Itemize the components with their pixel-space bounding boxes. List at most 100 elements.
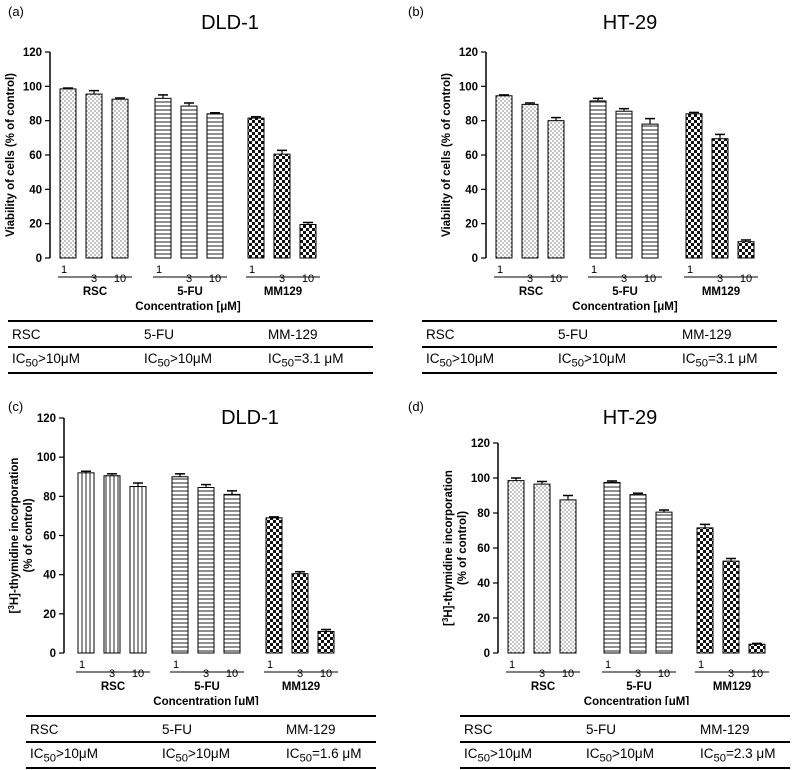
table-cell: IC50>10μM <box>582 742 696 769</box>
table-header-cell: MM-129 <box>696 715 790 743</box>
bar <box>737 241 755 259</box>
y-tick-label: 80 <box>477 508 490 520</box>
y-tick-label: 100 <box>37 452 56 464</box>
y-tick-label: 40 <box>43 570 56 582</box>
y-tick-label: 100 <box>471 473 490 485</box>
x-tick-label: 1 <box>156 264 162 276</box>
bar <box>711 138 729 259</box>
group-label: RSC <box>519 286 543 298</box>
bar <box>206 113 224 259</box>
y-axis-label: Viability of cells (% of control) <box>5 73 17 237</box>
ic50-table: RSC 5-FU MM-129 IC50>10μM IC50>10μM IC50… <box>460 715 790 769</box>
y-tick-label: 80 <box>465 116 478 128</box>
bar <box>111 98 129 259</box>
x-tick-label: 1 <box>605 659 611 671</box>
bar <box>299 224 317 259</box>
bar <box>85 93 103 259</box>
x-tick-label: 1 <box>509 659 515 671</box>
bar <box>641 123 659 259</box>
y-tick-label: 120 <box>37 413 56 425</box>
ic50-table: RSC 5-FU MM-129 IC50>10μM IC50>10μM IC50… <box>8 320 373 374</box>
chart-title: DLD-1 <box>201 12 259 34</box>
y-axis-label: Viability of cells (% of control) <box>441 73 453 237</box>
ic50-table: RSC 5-FU MM-129 IC50>10μM IC50>10μM IC50… <box>26 715 376 769</box>
bar <box>559 499 577 654</box>
bar <box>317 630 335 654</box>
x-tick-label: 10 <box>226 668 238 680</box>
x-tick-label: 1 <box>267 659 273 671</box>
table-header-cell: MM-129 <box>282 715 376 743</box>
table-cell: IC50=3.1 μM <box>678 347 777 374</box>
x-tick-label: 10 <box>320 668 332 680</box>
table-row: IC50>10μM IC50>10μM IC50=2.3 μM <box>460 742 790 769</box>
x-tick-label: 10 <box>302 273 314 285</box>
panel-label: (c) <box>8 399 24 414</box>
y-tick-label: 100 <box>459 81 478 93</box>
table-cell: IC50>10μM <box>158 742 282 769</box>
bar <box>171 476 189 654</box>
y-tick-label: 60 <box>29 150 42 162</box>
bar <box>748 643 766 654</box>
table-header-row: RSC 5-FU MM-129 <box>422 320 777 348</box>
x-tick-label: 10 <box>209 273 221 285</box>
y-axis-label: (% of control) <box>457 511 469 585</box>
panel-a: (a) DLD-1 0 20 40 60 80 100 120 Viability of ce… <box>0 0 400 385</box>
panel-c: (c) DLD-1 0 20 40 60 80 100 120 [3H]-thymidine … <box>0 385 400 770</box>
bar-chart: 0 20 40 60 80 100 120 [3H]-thymidine incorporat… <box>7 413 338 705</box>
x-tick-label: 10 <box>740 273 752 285</box>
x-tick-label: 1 <box>698 659 704 671</box>
table-header-cell: MM-129 <box>264 320 373 348</box>
x-axis-label: Concentration [μM] <box>572 301 678 313</box>
y-tick-label: 0 <box>50 648 56 660</box>
bar <box>696 527 714 654</box>
y-tick-label: 120 <box>471 438 490 450</box>
y-tick-label: 40 <box>29 184 42 196</box>
x-tick-label: 3 <box>279 273 285 285</box>
x-tick-label: 10 <box>114 273 126 285</box>
bar <box>589 100 607 259</box>
x-tick-label: 1 <box>687 264 693 276</box>
group-label: 5-FU <box>177 286 203 298</box>
group-label: MM129 <box>264 286 302 298</box>
y-tick-label: 60 <box>477 543 490 555</box>
y-tick-label: 60 <box>465 150 478 162</box>
table-header-row: RSC 5-FU MM-129 <box>460 715 790 743</box>
bar <box>154 97 172 259</box>
y-tick-label: 120 <box>459 47 478 59</box>
bar-chart: 0 20 40 60 80 100 120 Viability of cells (% of … <box>441 47 758 313</box>
x-tick-label: 1 <box>61 264 67 276</box>
table-cell: IC50>10μM <box>422 347 554 374</box>
y-tick-label: 20 <box>43 609 56 621</box>
y-tick-label: 40 <box>477 578 490 590</box>
chart-title: HT-29 <box>602 407 658 429</box>
table-cell: IC50=1.6 μM <box>282 742 376 769</box>
y-tick-label: 100 <box>23 81 42 93</box>
table-header-cell: 5-FU <box>582 715 696 743</box>
x-tick-label: 3 <box>728 668 734 680</box>
table-cell: IC50>10μM <box>26 742 158 769</box>
x-tick-label: 10 <box>751 668 763 680</box>
x-tick-label: 10 <box>658 668 670 680</box>
panel-label: (a) <box>8 4 24 19</box>
bar <box>180 105 198 259</box>
bar <box>273 153 291 259</box>
table-header-row: RSC 5-FU MM-129 <box>8 320 373 348</box>
table-row: IC50>10μM IC50>10μM IC50=3.1 μM <box>8 347 373 374</box>
table-header-cell: RSC <box>422 320 554 348</box>
chart-title: DLD-1 <box>221 407 279 429</box>
y-axis-label: [3H]-thymidine incorporation <box>7 458 21 614</box>
table-cell: IC50>10μM <box>554 347 678 374</box>
x-tick-label: 3 <box>186 273 192 285</box>
panel-label: (d) <box>408 399 424 414</box>
table-header-cell: 5-FU <box>554 320 678 348</box>
bar <box>722 560 740 654</box>
bar <box>685 113 703 259</box>
x-tick-label: 1 <box>79 659 85 671</box>
group-label: RSC <box>531 681 555 693</box>
group-label: MM129 <box>713 681 751 693</box>
table-header-cell: 5-FU <box>140 320 264 348</box>
x-tick-label: 10 <box>550 273 562 285</box>
x-tick-label: 3 <box>539 668 545 680</box>
table-row: IC50>10μM IC50>10μM IC50=3.1 μM <box>422 347 777 374</box>
y-axis-label: (% of control) <box>23 498 35 572</box>
